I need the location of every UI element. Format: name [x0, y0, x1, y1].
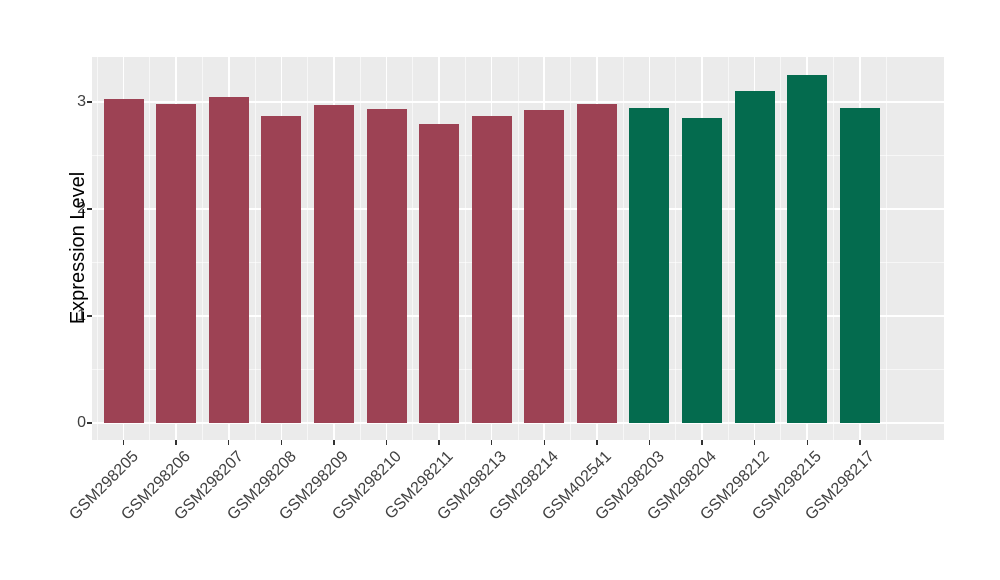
- bar: [524, 110, 565, 423]
- x-tick-mark: [280, 440, 283, 445]
- bar: [787, 75, 828, 423]
- bar: [576, 104, 617, 423]
- y-axis-title-text: Expression Level: [66, 171, 89, 325]
- bar: [839, 108, 880, 423]
- bar: [208, 96, 249, 423]
- y-tick-mark: [87, 422, 92, 424]
- x-tick-mark: [806, 440, 808, 445]
- x-tick-mark: [701, 440, 703, 445]
- x-tick-mark: [385, 440, 388, 445]
- gridline-x-minor: [517, 57, 519, 440]
- gridline-x-minor: [464, 57, 466, 440]
- x-tick-mark: [543, 440, 546, 445]
- x-tick-mark: [859, 440, 861, 445]
- bar: [261, 115, 302, 423]
- bar: [682, 117, 723, 423]
- gridline-x-minor: [885, 57, 887, 440]
- bar: [734, 91, 775, 423]
- plot-panel: [92, 57, 944, 440]
- x-tick-mark: [596, 440, 598, 445]
- gridline-x-minor: [307, 57, 309, 440]
- gridline-y-major: [92, 101, 944, 103]
- gridline-y-major: [92, 422, 944, 424]
- gridline-x-minor: [727, 57, 729, 440]
- y-tick-label: 2: [77, 199, 86, 217]
- gridline-x-minor: [622, 57, 624, 440]
- x-tick-mark: [122, 440, 125, 445]
- gridline-y-major: [92, 315, 944, 317]
- bar: [103, 98, 144, 423]
- gridline-x-minor: [254, 57, 256, 440]
- bar: [629, 108, 670, 423]
- gridline-x-minor: [412, 57, 414, 440]
- bar: [471, 115, 512, 423]
- x-tick-mark: [753, 440, 756, 445]
- x-tick-mark: [648, 440, 651, 445]
- x-tick-mark: [490, 440, 493, 445]
- gridline-x-minor: [96, 57, 98, 440]
- gridline-x-minor: [833, 57, 835, 440]
- gridline-x-minor: [149, 57, 151, 440]
- bar: [313, 105, 354, 423]
- x-tick-mark: [175, 440, 177, 445]
- x-tick-mark: [227, 440, 230, 445]
- gridline-x-minor: [675, 57, 677, 440]
- gridline-x-minor: [780, 57, 782, 440]
- bar: [419, 124, 460, 423]
- y-tick-mark: [87, 315, 92, 317]
- y-tick-mark: [87, 208, 92, 210]
- x-tick-mark: [333, 440, 335, 445]
- bar: [156, 104, 197, 423]
- gridline-x-minor: [359, 57, 361, 440]
- gridline-y-major: [92, 208, 944, 210]
- y-tick-label: 0: [77, 413, 86, 431]
- y-tick-label: 1: [77, 306, 86, 324]
- y-tick-label: 3: [77, 92, 86, 110]
- bar: [366, 109, 407, 423]
- gridline-x-minor: [570, 57, 572, 440]
- x-tick-mark: [438, 440, 440, 445]
- gridline-x-minor: [201, 57, 203, 440]
- y-tick-mark: [87, 101, 92, 103]
